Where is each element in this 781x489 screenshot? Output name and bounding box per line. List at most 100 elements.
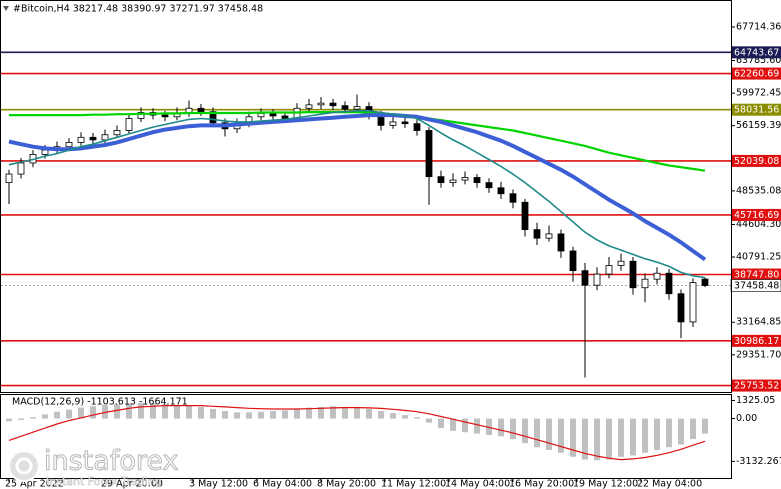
macd-bar [366,408,372,419]
macd-bar [534,418,540,448]
indicator-line [8,405,706,461]
macd-bar [546,418,552,450]
candle-body [65,142,73,148]
candle-body [353,106,361,110]
candle-body [341,105,349,110]
candle-body [449,179,457,184]
level-label-box [731,154,781,167]
macd-bar [690,418,696,440]
candle-body [677,293,685,323]
macd-bar [222,411,228,419]
macd-bar [258,411,264,419]
macd-bar [246,412,252,419]
macd-bar [426,418,432,423]
macd-bar [582,418,588,460]
candle-body [629,260,637,289]
watermark-brand: instaforex [44,446,178,477]
candle-body [161,114,169,118]
macd-bar [270,411,276,419]
x-tick-label: 22 May 04:00 [637,479,702,489]
x-tick-label: 29 Apr 20:00 [101,479,163,489]
candle-body [437,176,445,184]
indicator-line [8,113,707,262]
candle-body [425,130,433,178]
y-tick-label: 29351.70 [736,349,781,360]
macd-bar [162,404,168,419]
level-label: 45716.69 [734,210,779,221]
level-label-box [731,334,781,347]
candle-body [605,265,613,275]
candle-body [209,111,217,124]
x-tick-label: 8 May 20:00 [317,479,376,489]
macd-bar [330,406,336,419]
level-label-box [731,67,781,80]
macd-bar [558,418,564,453]
macd-bar [42,414,48,419]
macd-title: MACD(12,26,9) -1103.613 -1664.171 [12,397,188,408]
macd-bar [306,407,312,419]
price-panel-frame [0,0,732,393]
macd-bar [210,408,216,419]
candle-body [569,250,577,272]
y-tick-label: 40791.25 [736,252,781,263]
x-tick-label: 3 May 12:00 [189,479,248,489]
candle-body [497,187,505,195]
level-label: 58031.56 [734,105,779,116]
x-tick-label: 14 May 04:00 [445,479,510,489]
candle-body [485,182,493,189]
candle-body [665,272,673,295]
macd-bar [234,412,240,419]
macd-bar [678,418,684,445]
macd-bar [342,406,348,419]
macd-bar [6,418,12,422]
macd-bar [438,418,444,429]
y-tick-label: 63785.60 [736,55,781,66]
watermark: instaforex Instant Forex Trading [8,445,179,488]
macd-bar [618,418,624,457]
macd-bar [18,418,24,420]
y-tick-label: -3132.267 [736,456,781,467]
candle-body [125,118,133,131]
candle-body [317,102,325,106]
macd-bar [378,411,384,419]
watermark-icon-ring [15,457,33,475]
y-tick-label: 59972.45 [736,88,781,99]
candle-body [269,112,277,117]
macd-bar [522,418,528,444]
macd-bar [90,406,96,419]
candle-body [89,136,97,141]
candle-body [101,134,109,141]
macd-bar [30,417,36,419]
candle-body [281,115,289,119]
macd-bar [78,407,84,419]
candle-body [197,107,205,113]
candle-body [137,112,145,119]
macd-bar [174,404,180,419]
candle-body [389,121,397,126]
level-label: 30986.17 [734,336,779,347]
symbol-icon [3,6,9,11]
macd-bar [642,418,648,453]
candle-body [473,177,481,184]
macd-bar [702,418,708,434]
macd-bar [66,409,72,419]
level-label-box [731,208,781,221]
indicator-line [9,111,706,172]
candle-body [653,272,661,280]
candle-body [305,104,313,109]
level-label: 64743.67 [734,47,779,58]
macd-bar [138,402,144,419]
candle-body [641,278,649,289]
x-tick-label: 19 May 12:00 [573,479,638,489]
macd-bar [486,418,492,435]
x-tick-label: 11 May 12:00 [381,479,446,489]
macd-bar [570,418,576,457]
macd-bar [186,405,192,419]
level-label: 25753.52 [734,381,779,392]
macd-bar [150,403,156,419]
macd-bar [606,418,612,460]
macd-bar [594,418,600,461]
x-tick-label: 25 Apr 2022 [5,479,64,489]
level-label-box [731,46,781,59]
